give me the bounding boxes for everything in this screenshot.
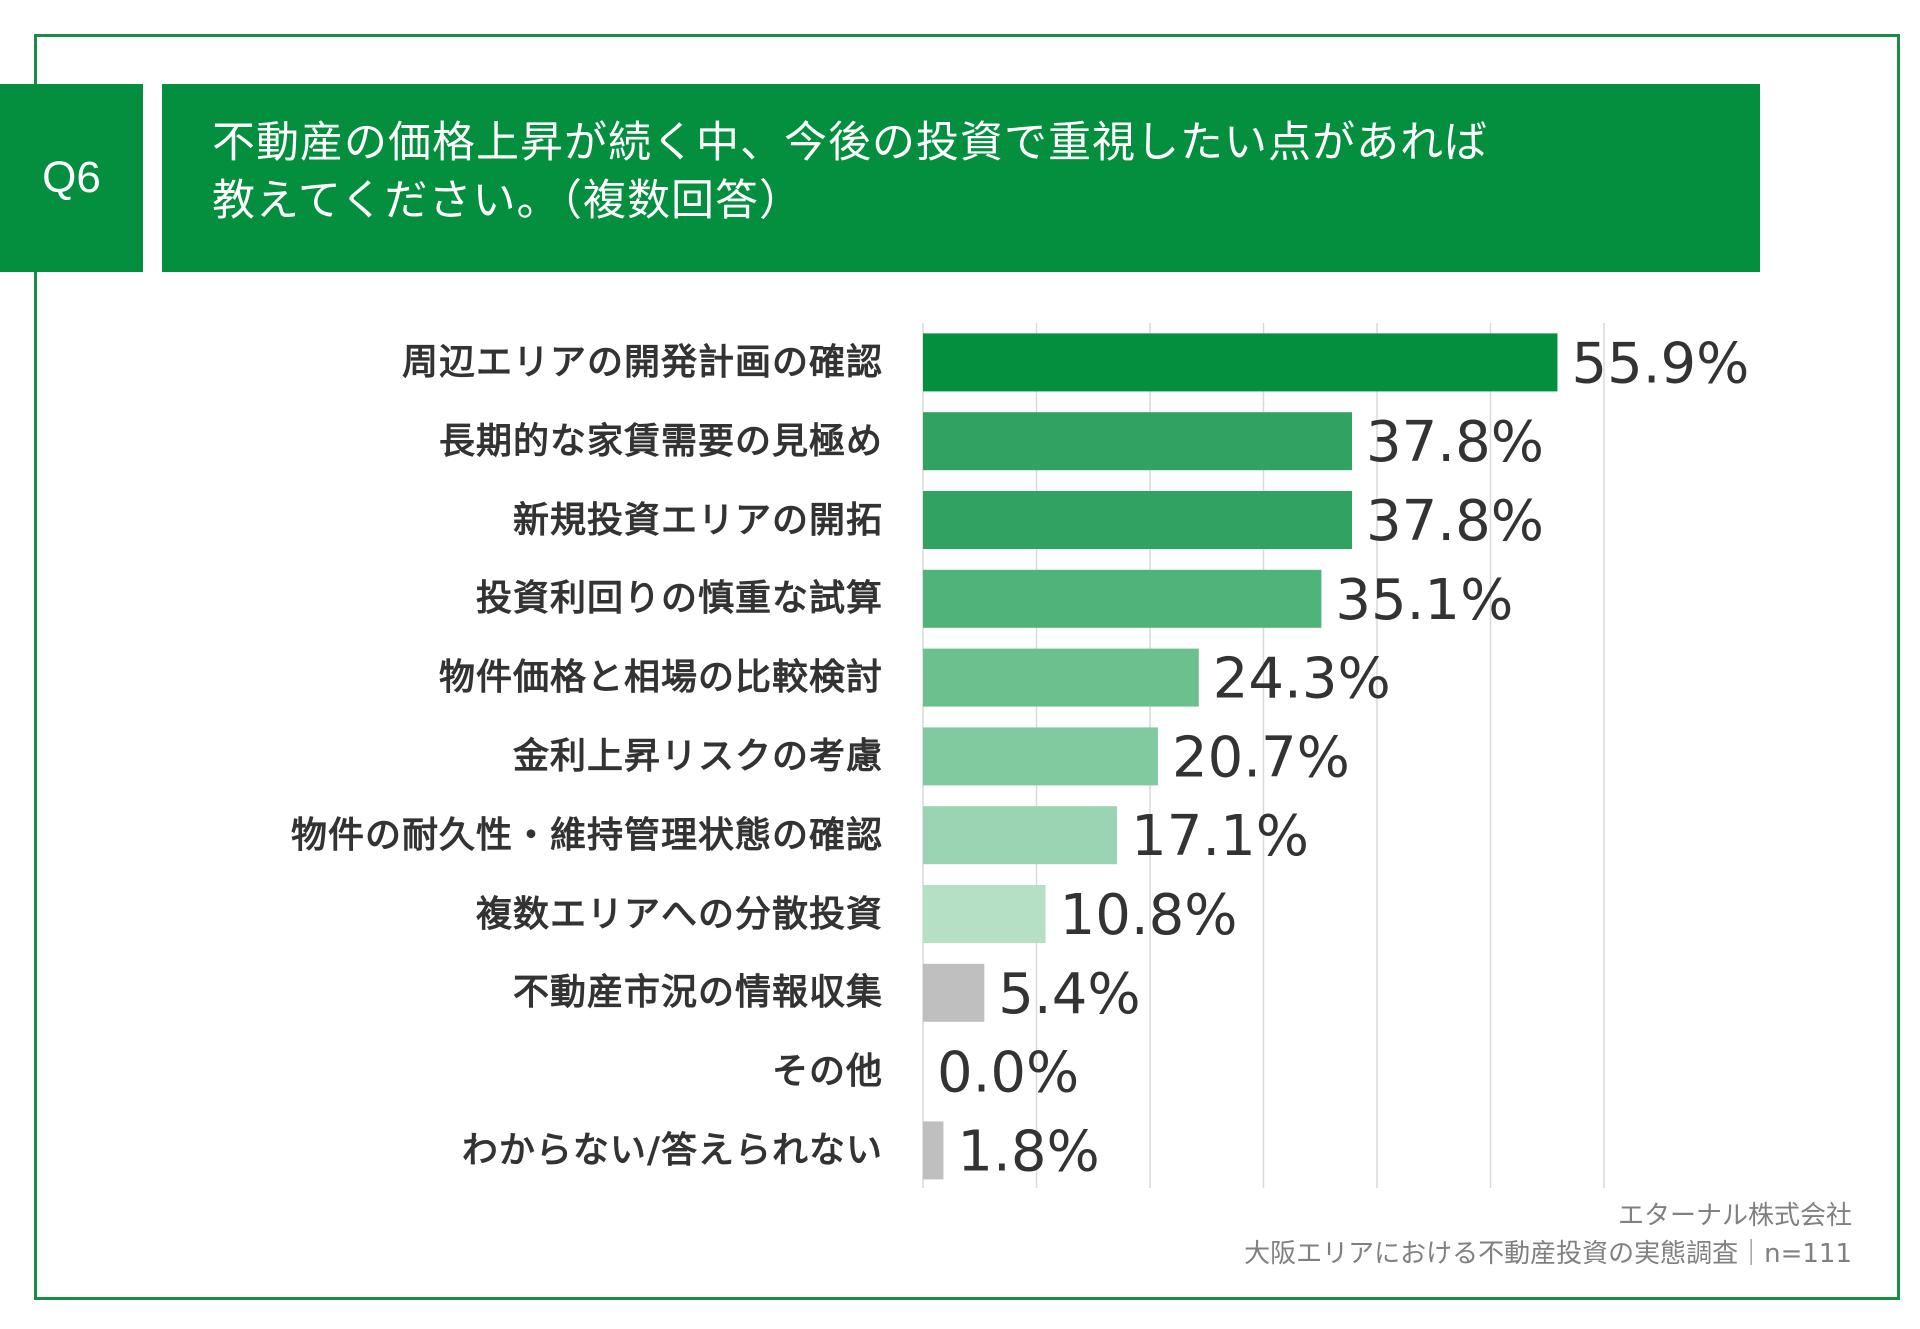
question-number: Q6 [42, 153, 101, 202]
category-label: 周辺エリアの開発計画の確認 [401, 342, 883, 383]
bar [923, 806, 1118, 865]
category-label: 金利上昇リスクの考慮 [512, 736, 883, 777]
data-label: 10.8% [1060, 883, 1238, 948]
data-label: 37.8% [1366, 410, 1544, 475]
footer-company: エターナル株式会社 [1617, 1201, 1852, 1231]
bar [923, 412, 1353, 471]
data-label: 0.0% [937, 1041, 1079, 1106]
bar [923, 885, 1046, 943]
category-label: 長期的な家賃需要の見極め [438, 420, 883, 462]
title-line-1: 不動産の価格上昇が続く中、今後の投資で重視したい点があれば [212, 118, 1488, 168]
bar [923, 333, 1558, 392]
data-label: 5.4% [998, 962, 1140, 1027]
data-label: 37.8% [1366, 489, 1544, 554]
data-label: 1.8% [957, 1119, 1099, 1184]
bar [923, 648, 1199, 707]
data-label: 35.1% [1335, 568, 1513, 633]
data-label: 17.1% [1131, 804, 1309, 869]
bar [923, 963, 985, 1022]
bar [923, 727, 1158, 786]
category-label: 物件価格と相場の比較検討 [438, 657, 883, 699]
category-label: 投資利回りの慎重な試算 [475, 578, 883, 620]
category-label: その他 [771, 1051, 883, 1093]
data-label: 24.3% [1213, 647, 1391, 712]
title-bar: 不動産の価格上昇が続く中、今後の投資で重視したい点があれば 教えてください。（複… [162, 84, 1760, 272]
category-label: 複数エリアへの分散投資 [475, 893, 883, 935]
outer-frame [34, 34, 1900, 1300]
data-label: 20.7% [1172, 725, 1350, 790]
footer-survey: 大阪エリアにおける不動産投資の実態調査｜n=111 [1244, 1239, 1852, 1269]
bar [923, 569, 1322, 628]
bar [923, 491, 1353, 549]
category-label: 物件の耐久性・維持管理状態の確認 [290, 814, 883, 856]
category-label: 不動産市況の情報収集 [512, 972, 883, 1014]
data-label: 55.9% [1571, 331, 1749, 396]
category-label: 新規投資エリアの開拓 [512, 499, 883, 541]
title-line-2: 教えてください。（複数回答） [212, 176, 804, 226]
bar [923, 1121, 944, 1180]
question-number-badge: Q6 [0, 84, 143, 272]
category-label: わからない/答えられない [461, 1130, 883, 1171]
